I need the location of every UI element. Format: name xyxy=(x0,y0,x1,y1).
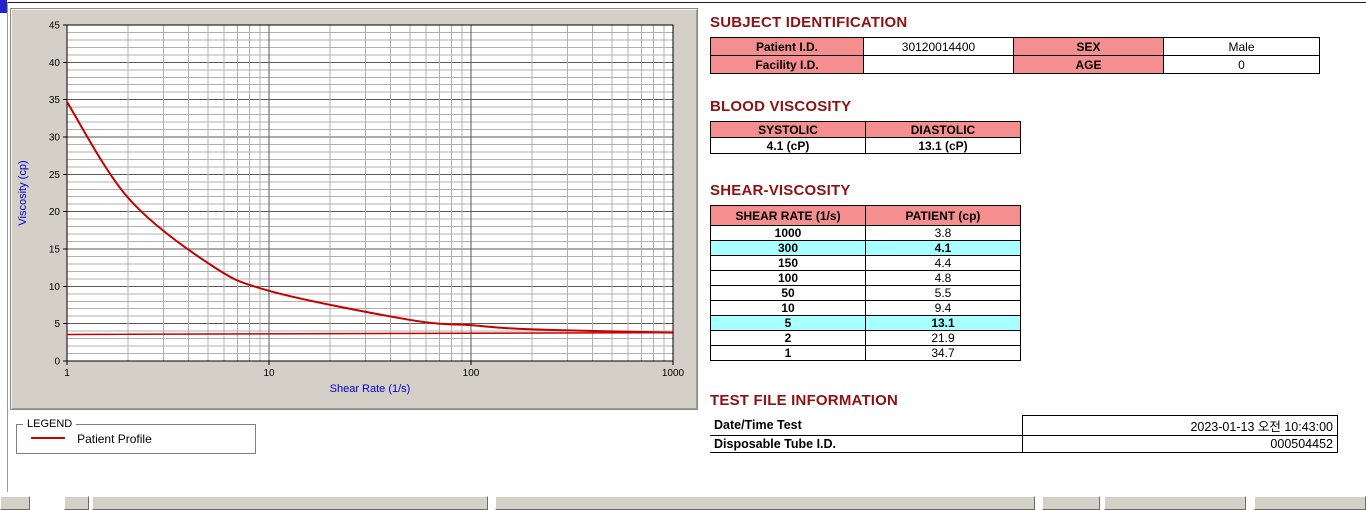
test-file-information-section: TEST FILE INFORMATION Date/Time Test 202… xyxy=(710,392,1360,453)
shear-viscosity-title: SHEAR-VISCOSITY xyxy=(710,182,851,199)
patient-cp-cell: 13.1 xyxy=(865,315,1021,331)
patient-profile-curve xyxy=(66,100,674,334)
legend-entry-label: Patient Profile xyxy=(77,432,152,446)
svg-text:40: 40 xyxy=(49,58,61,69)
svg-text:35: 35 xyxy=(49,95,61,106)
table-row: 10 9.4 xyxy=(710,300,1021,316)
svg-text:100: 100 xyxy=(463,368,480,379)
shear-rate-cell: 10 xyxy=(710,300,866,316)
report-panel: SUBJECT IDENTIFICATION Patient I.D. 3012… xyxy=(710,14,1360,453)
patient-cp-cell: 5.5 xyxy=(865,285,1021,301)
y-axis-title: Viscosity (cp) xyxy=(17,160,29,225)
viscosity-chart-panel: 0 5 10 15 20 25 30 35 40 45 1 10 100 1000 Shear Rate (… xyxy=(10,8,698,410)
table-row: 100 4.8 xyxy=(710,270,1021,286)
table-row: 300 4.1 xyxy=(710,240,1021,256)
table-row: 1 34.7 xyxy=(710,345,1021,361)
shear-viscosity-section: SHEAR-VISCOSITY SHEAR RATE (1/s) PATIENT… xyxy=(710,182,1360,361)
subject-identification-table: Patient I.D. 30120014400 SEX Male Facili… xyxy=(710,37,1320,74)
table-row: 5 13.1 xyxy=(710,315,1021,331)
svg-text:0: 0 xyxy=(54,357,60,368)
subject-identification-title: SUBJECT IDENTIFICATION xyxy=(710,14,908,31)
facility-id-value xyxy=(863,55,1014,74)
patient-cp-cell: 21.9 xyxy=(865,330,1021,346)
svg-text:10: 10 xyxy=(263,368,275,379)
svg-text:1000: 1000 xyxy=(662,368,685,379)
table-header-row: SHEAR RATE (1/s) PATIENT (cp) xyxy=(710,205,1021,226)
test-file-information-table: Date/Time Test 2023-01-13 오전 10:43:00 Di… xyxy=(710,415,1338,453)
shear-rate-cell: 150 xyxy=(710,255,866,271)
svg-text:15: 15 xyxy=(49,245,61,256)
table-row: Disposable Tube I.D. 000504452 xyxy=(710,435,1338,453)
legend-title: LEGEND xyxy=(27,418,73,430)
svg-text:30: 30 xyxy=(49,133,61,144)
table-row: Date/Time Test 2023-01-13 오전 10:43:00 xyxy=(710,415,1338,436)
age-label: AGE xyxy=(1013,55,1164,74)
blood-viscosity-section: BLOOD VISCOSITY SYSTOLIC DIASTOLIC 4.1 (… xyxy=(710,98,1360,154)
patient-id-label: Patient I.D. xyxy=(710,37,864,56)
patient-cp-cell: 4.1 xyxy=(865,240,1021,256)
shear-rate-cell: 50 xyxy=(710,285,866,301)
shear-viscosity-table: SHEAR RATE (1/s) PATIENT (cp) 1000 3.8 30… xyxy=(710,205,1021,361)
facility-id-label: Facility I.D. xyxy=(710,55,864,74)
table-row: 2 21.9 xyxy=(710,330,1021,346)
table-row: 1000 3.8 xyxy=(710,225,1021,241)
date-time-test-label: Date/Time Test xyxy=(710,415,1022,436)
age-value: 0 xyxy=(1163,55,1320,74)
subject-identification-section: SUBJECT IDENTIFICATION Patient I.D. 3012… xyxy=(710,14,1360,74)
shear-rate-cell: 300 xyxy=(710,240,866,256)
diastolic-value: 13.1 (cP) xyxy=(865,137,1021,154)
table-row: SYSTOLIC DIASTOLIC xyxy=(710,121,1021,138)
patient-id-value: 30120014400 xyxy=(863,37,1014,56)
viscosity-chart: 0 5 10 15 20 25 30 35 40 45 1 10 100 1000 Shear Rate (… xyxy=(17,21,685,396)
shear-rate-cell: 2 xyxy=(710,330,866,346)
shear-rate-cell: 1 xyxy=(710,345,866,361)
systolic-header: SYSTOLIC xyxy=(710,121,866,138)
window-left-border xyxy=(7,2,8,492)
blood-viscosity-title: BLOOD VISCOSITY xyxy=(710,98,852,115)
svg-text:20: 20 xyxy=(49,207,61,218)
patient-cp-header: PATIENT (cp) xyxy=(865,205,1021,226)
diastolic-header: DIASTOLIC xyxy=(865,121,1021,138)
blood-viscosity-table: SYSTOLIC DIASTOLIC 4.1 (cP) 13.1 (cP) xyxy=(710,121,1021,154)
test-file-information-title: TEST FILE INFORMATION xyxy=(710,392,899,409)
patient-cp-cell: 4.8 xyxy=(865,270,1021,286)
sex-value: Male xyxy=(1163,37,1320,56)
table-row: 50 5.5 xyxy=(710,285,1021,301)
shear-rate-cell: 100 xyxy=(710,270,866,286)
sex-label: SEX xyxy=(1013,37,1164,56)
shear-rate-cell: 5 xyxy=(710,315,866,331)
window-chrome-fragment xyxy=(0,0,7,13)
table-row: 150 4.4 xyxy=(710,255,1021,271)
shear-rate-header: SHEAR RATE (1/s) xyxy=(710,205,866,226)
x-axis-title: Shear Rate (1/s) xyxy=(330,383,411,395)
reference-line-curve xyxy=(66,331,674,336)
disposable-tube-id-value: 000504452 xyxy=(1021,435,1338,453)
svg-text:45: 45 xyxy=(49,21,61,32)
patient-cp-cell: 34.7 xyxy=(865,345,1021,361)
patient-profile-line-swatch xyxy=(31,436,65,439)
patient-cp-cell: 3.8 xyxy=(865,225,1021,241)
shear-rate-cell: 1000 xyxy=(710,225,866,241)
disposable-tube-id-label: Disposable Tube I.D. xyxy=(710,435,1022,453)
svg-text:25: 25 xyxy=(49,170,61,181)
window-top-border xyxy=(8,2,1366,3)
patient-cp-cell: 9.4 xyxy=(865,300,1021,316)
svg-text:10: 10 xyxy=(49,282,61,293)
table-row: Patient I.D. 30120014400 SEX Male xyxy=(710,37,1320,56)
svg-text:5: 5 xyxy=(54,319,60,330)
chart-legend: LEGEND Patient Profile xyxy=(16,418,256,454)
table-row: Facility I.D. AGE 0 xyxy=(710,55,1320,74)
table-row: 4.1 (cP) 13.1 (cP) xyxy=(710,137,1021,154)
date-time-test-value: 2023-01-13 오전 10:43:00 xyxy=(1021,415,1338,436)
svg-text:1: 1 xyxy=(64,368,70,379)
systolic-value: 4.1 (cP) xyxy=(710,137,866,154)
chart-grid xyxy=(63,24,674,365)
patient-cp-cell: 4.4 xyxy=(865,255,1021,271)
